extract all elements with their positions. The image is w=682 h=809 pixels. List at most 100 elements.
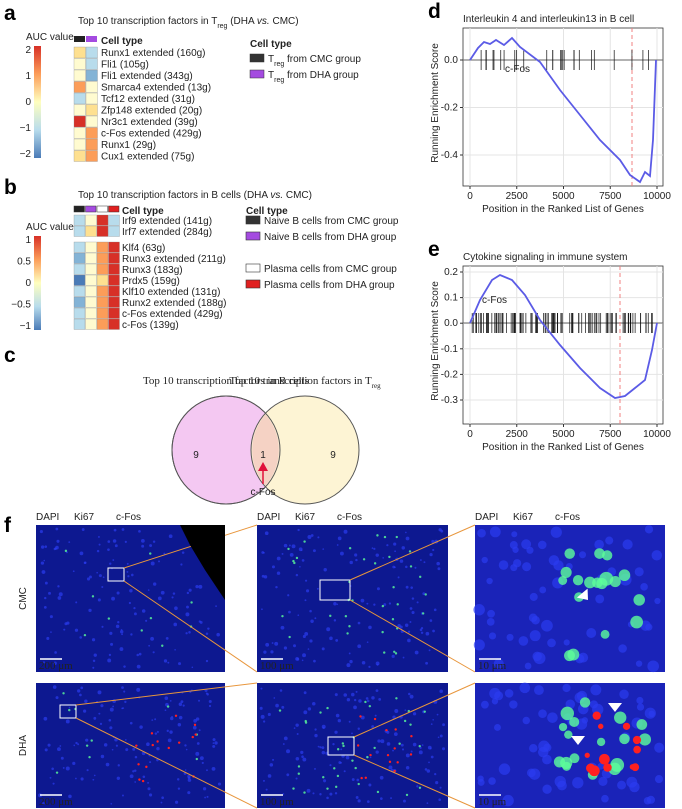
nucleus — [405, 765, 410, 770]
nucleus — [75, 741, 78, 745]
scale-tick: −1 — [20, 123, 32, 134]
nucleus — [368, 665, 371, 668]
nucleus — [169, 730, 173, 734]
nucleus — [163, 552, 166, 555]
heatmap-cell — [96, 263, 109, 275]
nucleus — [212, 738, 216, 742]
nucleus — [432, 629, 435, 633]
nucleus — [393, 732, 398, 736]
nucleus — [379, 797, 383, 800]
nucleus — [358, 699, 362, 703]
text-part: CMC) — [270, 16, 299, 27]
legend-swatch — [245, 263, 261, 273]
heatmap-cell — [85, 318, 97, 330]
nucleus — [205, 659, 209, 663]
heatmap-cell — [73, 241, 86, 253]
y-tick-label: 0.2 — [444, 267, 458, 278]
nucleus — [164, 696, 169, 700]
nucleus — [44, 748, 48, 752]
nucleus — [126, 562, 129, 565]
nucleus — [50, 631, 52, 633]
nucleus — [187, 774, 191, 779]
cfos-signal — [385, 728, 388, 732]
y-tick-label: -0.4 — [441, 150, 459, 161]
cfos-signal — [194, 733, 197, 736]
nucleus — [291, 544, 296, 549]
nucleus — [185, 612, 190, 617]
ki67-cell — [90, 739, 93, 742]
nucleus — [267, 774, 272, 778]
heatmap-cell — [108, 214, 120, 226]
nucleus — [510, 564, 518, 572]
nucleus — [436, 561, 440, 566]
nucleus — [48, 591, 51, 595]
nucleus — [439, 734, 443, 738]
nucleus — [174, 606, 178, 611]
cfos-signal — [356, 744, 360, 747]
ki67-cell — [357, 782, 360, 786]
ki67-cell — [140, 629, 143, 632]
heatmap-cell — [85, 150, 98, 162]
nucleus — [163, 659, 168, 663]
nucleus — [149, 761, 152, 764]
nucleus — [281, 552, 284, 555]
group-bar — [74, 36, 85, 42]
nucleus — [409, 607, 413, 610]
nucleus — [108, 653, 112, 657]
nucleus — [345, 755, 350, 760]
ki67-cell — [293, 561, 296, 565]
nucleus — [59, 745, 62, 747]
nucleus — [152, 540, 156, 543]
nucleus — [528, 768, 541, 780]
nucleus — [319, 793, 322, 796]
zoom-line — [349, 524, 476, 581]
heatmap-cell — [85, 69, 98, 82]
channel-label: Ki67 — [295, 512, 315, 523]
nucleus — [263, 650, 267, 654]
ki67-cell — [348, 625, 351, 628]
row-label: Cux1 extended (75g) — [101, 152, 194, 163]
nucleus — [306, 788, 311, 793]
group-bar — [73, 205, 85, 213]
text-part: T — [268, 54, 274, 65]
heatmap-cell — [96, 285, 109, 297]
nucleus — [349, 659, 353, 664]
heatmap-cell — [85, 225, 97, 237]
nucleus — [376, 587, 380, 591]
nucleus — [167, 661, 170, 664]
text-part: vs. — [257, 16, 270, 27]
nucleus — [75, 601, 78, 604]
nucleus — [394, 709, 399, 713]
row-label: Irf9 extended (141g) — [122, 216, 212, 227]
cfos-signal — [137, 763, 140, 766]
nucleus — [288, 544, 291, 547]
nucleus — [127, 575, 130, 578]
nucleus — [302, 653, 306, 658]
nucleus — [529, 630, 541, 642]
nucleus — [211, 766, 216, 771]
zoom-line — [123, 524, 258, 569]
heatmap-cell — [73, 81, 86, 93]
nucleus — [117, 764, 120, 767]
nucleus — [123, 665, 126, 668]
heatmap-cell — [73, 92, 86, 105]
channel-label: DAPI — [475, 512, 498, 523]
nucleus — [432, 548, 435, 552]
nucleus — [369, 756, 372, 759]
nucleus — [80, 777, 84, 781]
nucleus — [594, 539, 604, 550]
nucleus — [176, 778, 180, 781]
nucleus — [55, 545, 59, 550]
scale-tick: −2 — [20, 149, 32, 160]
legend-swatch — [245, 279, 261, 289]
ki67-cell — [398, 742, 401, 745]
nucleus — [433, 608, 437, 612]
nucleus — [117, 621, 120, 624]
nucleus — [434, 772, 437, 776]
nucleus — [409, 694, 414, 699]
x-tick-label: 0 — [467, 429, 473, 440]
nucleus — [112, 705, 115, 708]
nucleus — [426, 769, 431, 773]
nucleus — [489, 526, 501, 538]
heatmap-cell — [96, 225, 109, 237]
